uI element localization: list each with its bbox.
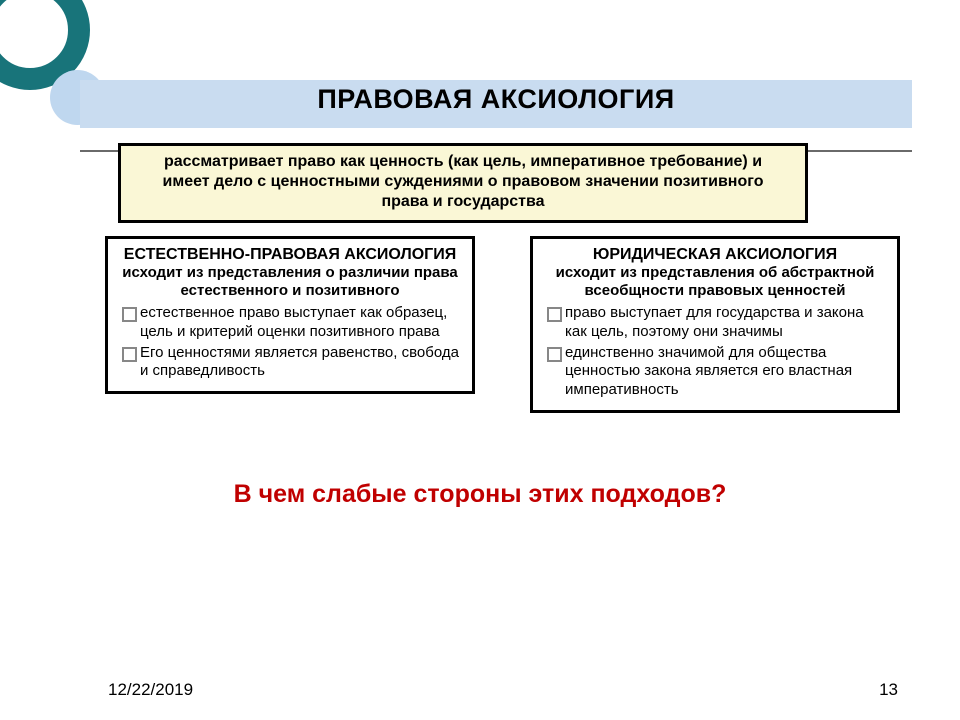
intro-box: рассматривает право как ценность (как це… [118,143,808,223]
right-column-box: ЮРИДИЧЕСКАЯ АКСИОЛОГИЯ исходит из предст… [530,236,900,413]
right-bullet-list: право выступает для государства и закона… [543,304,887,400]
right-heading: ЮРИДИЧЕСКАЯ АКСИОЛОГИЯ [543,245,887,264]
list-item: Его ценностями является равенство, свобо… [122,344,462,382]
list-item: право выступает для государства и закона… [547,304,887,342]
list-item: естественное право выступает как образец… [122,304,462,342]
list-item: единственно значимой для общества ценнос… [547,344,887,400]
footer-date: 12/22/2019 [108,680,193,700]
question-text: В чем слабые стороны этих подходов? [0,480,960,509]
intro-text: рассматривает право как ценность (как це… [163,153,764,210]
right-subheading: исходит из представления об абстрактной … [543,264,887,300]
left-subheading: исходит из представления о различии прав… [118,264,462,300]
slide-title: ПРАВОВАЯ АКСИОЛОГИЯ [80,84,912,115]
left-heading: ЕСТЕСТВЕННО-ПРАВОВАЯ АКСИОЛОГИЯ [118,245,462,264]
left-column-box: ЕСТЕСТВЕННО-ПРАВОВАЯ АКСИОЛОГИЯ исходит … [105,236,475,394]
left-bullet-list: естественное право выступает как образец… [118,304,462,381]
footer-page-number: 13 [879,680,898,700]
